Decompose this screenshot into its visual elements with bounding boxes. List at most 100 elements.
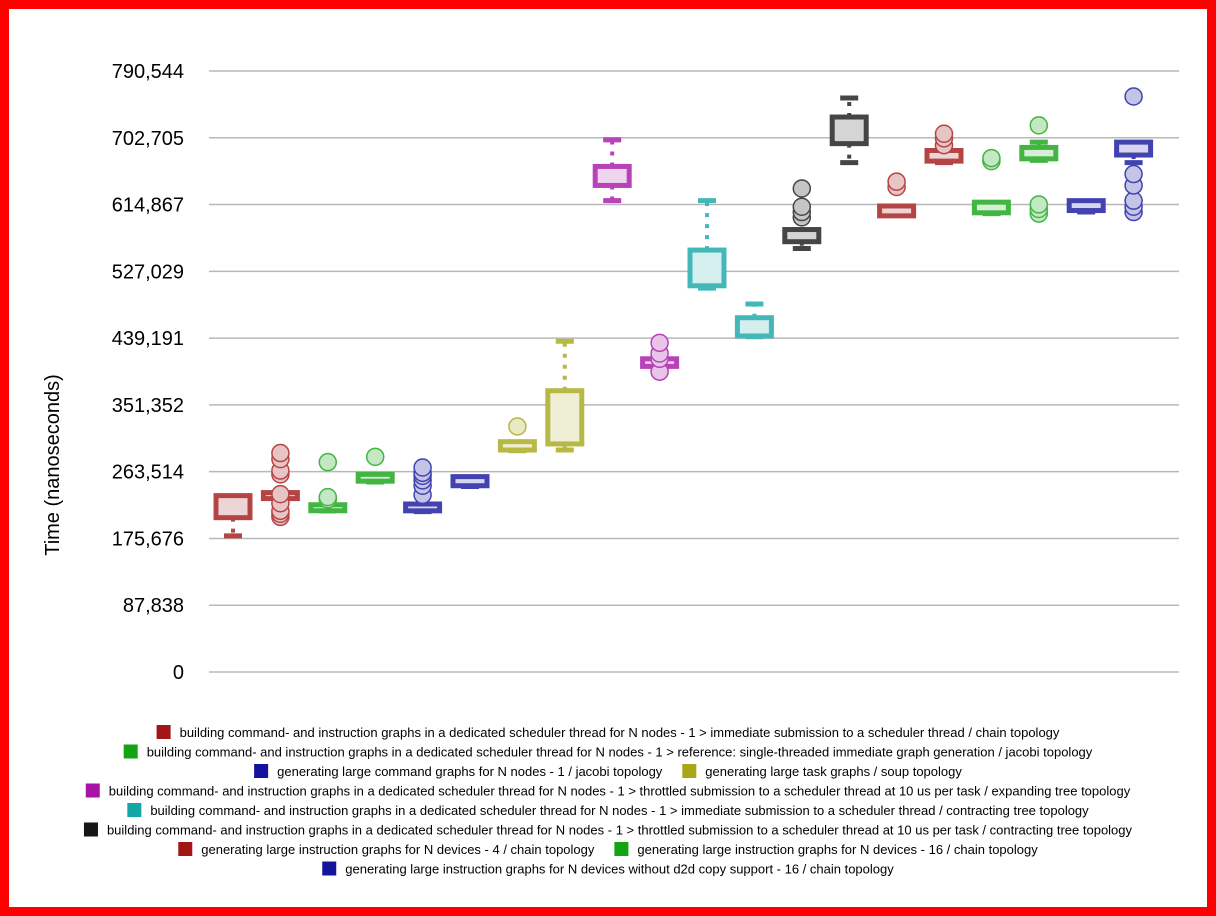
box — [355, 471, 395, 484]
outlier-point — [1029, 195, 1049, 214]
outlier-point — [887, 172, 906, 191]
legend-item: building command- and instruction graphs… — [83, 822, 1133, 838]
y-tick-label: 175,676 — [112, 528, 184, 550]
box-group — [308, 452, 348, 514]
legend-swatch — [127, 803, 142, 817]
box-group — [403, 458, 443, 515]
box-group — [782, 179, 822, 252]
y-tick-label: 0 — [173, 662, 184, 684]
y-tick-label: 614,867 — [112, 195, 184, 217]
legend-item: generating large instruction graphs for … — [614, 842, 1038, 857]
legend-label: generating large instruction graphs for … — [637, 842, 1038, 857]
legend-swatch — [85, 783, 100, 798]
y-tick-label: 351,352 — [112, 395, 184, 417]
legend-label: building command- and instruction graphs… — [109, 784, 1131, 799]
box-group — [829, 95, 869, 166]
box-group — [450, 474, 490, 490]
box — [1019, 144, 1059, 162]
box-layer — [213, 87, 1154, 539]
legend-swatch — [614, 842, 629, 856]
box — [1066, 198, 1106, 214]
legend-swatch — [156, 725, 171, 739]
outlier-point — [508, 417, 527, 436]
box-group — [1114, 87, 1154, 222]
y-tick-label: 87,838 — [123, 595, 184, 617]
box — [403, 501, 443, 514]
legend-item: generating large instruction graphs for … — [178, 842, 595, 857]
legend-label: generating large instruction graphs for … — [201, 842, 595, 857]
outlier-point — [792, 179, 812, 198]
box — [971, 199, 1011, 216]
legend-label: generating large instruction graphs for … — [345, 862, 894, 877]
box-group — [497, 417, 537, 454]
legend-item: generating large task graphs / soup topo… — [682, 764, 962, 779]
box — [782, 227, 822, 245]
legend-swatch — [322, 861, 337, 876]
y-tick-label: 527,029 — [112, 261, 184, 283]
chart-frame: 0 87,838 175,676 263,514 351,352 439,191 527,0… — [9, 9, 1207, 907]
legend-label: building command- and instruction graphs… — [147, 745, 1093, 760]
box — [497, 439, 537, 453]
box-group — [1066, 198, 1106, 215]
legend-item: generating large instruction graphs for … — [322, 861, 894, 877]
outlier-point — [413, 458, 432, 477]
box — [877, 203, 917, 219]
median-marker — [743, 322, 766, 333]
legend-item: generating large command graphs for N no… — [254, 764, 663, 779]
legend-label: generating large task graphs / soup topo… — [705, 764, 962, 779]
box-group — [924, 124, 964, 166]
outlier-point — [982, 148, 1001, 168]
box-plot-chart: 0 87,838 175,676 263,514 351,352 439,191 527,0… — [42, 61, 1179, 877]
outlier-point — [1124, 164, 1143, 184]
box-group — [971, 148, 1011, 217]
outlier-point — [271, 484, 290, 504]
y-tick-label: 263,514 — [112, 462, 184, 484]
box-group — [545, 338, 585, 453]
legend-label: generating large command graphs for N no… — [277, 764, 663, 779]
legend-label: building command- and instruction graphs… — [180, 725, 1060, 740]
box-group — [734, 301, 774, 340]
y-tick-label: 439,191 — [112, 328, 184, 350]
median-marker — [696, 260, 718, 271]
legend-swatch — [178, 842, 193, 856]
box-group — [1019, 116, 1059, 223]
median-marker — [838, 124, 861, 135]
legend-label: building command- and instruction graphs… — [150, 803, 1089, 818]
legend-swatch — [682, 764, 697, 778]
outlier-point — [1124, 191, 1143, 210]
y-axis-ticks: 0 87,838 175,676 263,514 351,352 439,191 527,0… — [112, 61, 184, 684]
median-marker — [601, 169, 624, 180]
outlier-point — [934, 124, 954, 144]
box-group — [592, 137, 632, 204]
outlier-point — [318, 452, 338, 472]
outlier-point — [1124, 87, 1143, 106]
legend-item: building command- and instruction graphs… — [123, 744, 1093, 760]
legend-swatch — [83, 822, 98, 837]
outlier-point — [650, 333, 669, 353]
outlier-point — [1029, 116, 1049, 135]
box-group — [877, 172, 917, 219]
outlier-point — [792, 197, 812, 216]
box-group — [687, 198, 727, 291]
legend: building command- and instruction graphs… — [83, 725, 1133, 877]
legend-swatch — [123, 744, 138, 759]
box-group — [213, 493, 253, 539]
median-marker — [553, 416, 576, 427]
outlier-point — [318, 487, 338, 507]
outlier-point — [365, 447, 385, 467]
outlier-point — [271, 443, 290, 463]
legend-swatch — [254, 764, 269, 778]
box-group — [260, 443, 300, 527]
y-axis-title: Time (nanoseconds) — [42, 374, 64, 556]
y-tick-label: 790,544 — [112, 61, 184, 83]
box-group — [355, 447, 395, 485]
y-tick-label: 702,705 — [112, 128, 184, 150]
box-group — [640, 333, 680, 381]
box — [450, 474, 490, 489]
box — [1114, 139, 1154, 158]
legend-label: building command- and instruction graphs… — [107, 823, 1133, 838]
legend-item: building command- and instruction graphs… — [85, 783, 1131, 799]
grid-layer — [209, 70, 1179, 673]
legend-item: building command- and instruction graphs… — [156, 725, 1060, 740]
median-marker — [222, 503, 244, 514]
